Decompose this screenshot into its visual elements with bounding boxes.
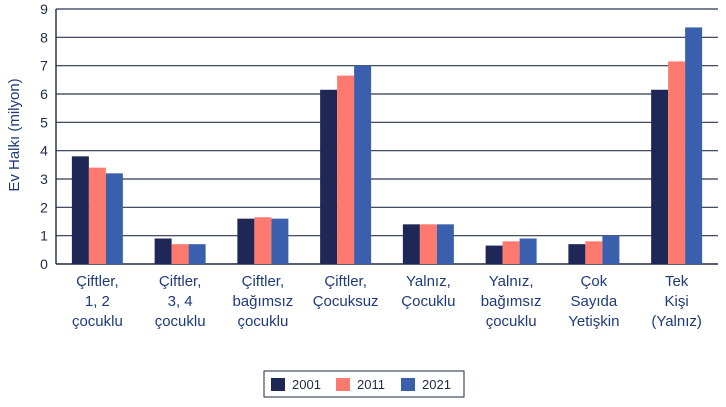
legend-box	[263, 370, 465, 398]
bar-2021-8	[685, 27, 703, 264]
legend-entry: 2021	[422, 377, 451, 392]
x-tick-label-line: 3, 4	[168, 293, 193, 310]
bar-2011-1	[88, 167, 106, 264]
x-tick-label-line: Çok	[581, 273, 608, 290]
legend-swatch	[336, 378, 350, 391]
bar-2011-2	[171, 244, 189, 264]
legend-entry: 2011	[357, 377, 385, 392]
y-tick-label: 5	[40, 114, 48, 130]
y-tick-label: 7	[40, 58, 48, 74]
x-tick-label-line: çocuklu	[237, 313, 288, 330]
legend-swatch	[271, 378, 285, 391]
x-tick-label: Çok Sayıda Yetişkin	[568, 273, 619, 330]
x-tick-label-line: Çocuksuz	[313, 293, 379, 310]
x-tick-label-line: Yalnız,	[406, 273, 451, 290]
y-tick-label: 1	[40, 228, 48, 244]
legend-entry: 2001	[292, 377, 321, 392]
legend-swatch	[401, 378, 415, 391]
bar-2001-4	[320, 89, 338, 264]
bar-2021-7	[602, 235, 620, 264]
bar-2001-5	[402, 224, 420, 264]
x-tick-label-line: Sayıda	[571, 293, 618, 310]
x-tick-label: Çiftler, Çocuksuz	[313, 273, 379, 310]
bar-2001-8	[651, 89, 669, 264]
x-tick-label: Yalnız, Çocuklu	[401, 273, 455, 310]
y-tick-label: 3	[40, 171, 48, 187]
y-tick-label: 2	[40, 199, 48, 215]
x-tick-label-line: bağımsız	[232, 293, 293, 310]
x-tick-label: Yalnız, bağımsız çocuklu	[481, 273, 542, 330]
x-tick-label-line: Çiftler,	[159, 273, 202, 290]
bar-2011-6	[502, 241, 520, 264]
x-tick-label-line: çocuklu	[486, 313, 537, 330]
y-axis-label: Ev Halkı (milyon)	[6, 78, 23, 191]
x-tick-label-line: çocuklu	[155, 313, 206, 330]
x-tick-label-line: Çiftler,	[324, 273, 367, 290]
y-tick-label: 4	[40, 143, 48, 159]
bar-2021-5	[436, 224, 454, 264]
x-tick-label-line: Çiftler,	[242, 273, 285, 290]
x-tick-label-line: Çiftler,	[76, 273, 119, 290]
bar-2021-2	[188, 244, 206, 264]
gridlines	[55, 8, 718, 265]
bar-2021-3	[271, 218, 289, 264]
x-tick-label-line: Çocuklu	[401, 293, 455, 310]
bar-2001-6	[485, 245, 503, 264]
x-tick-label: Çiftler, 1, 2 çocuklu	[72, 273, 123, 330]
bar-2001-7	[568, 244, 586, 264]
x-tick-label: Tek Kişi (Yalnız)	[651, 273, 702, 330]
y-tick-label: 6	[40, 86, 48, 102]
x-tick-label-line: Tek	[665, 273, 689, 290]
bar-2011-3	[254, 217, 272, 264]
x-tick-label-line: çocuklu	[72, 313, 123, 330]
bar-2021-6	[519, 238, 537, 264]
y-tick-label: 0	[40, 256, 48, 272]
bar-2021-4	[354, 65, 372, 265]
x-tick-label-line: (Yalnız)	[651, 313, 702, 330]
bars	[71, 27, 703, 265]
bar-2011-8	[668, 61, 686, 264]
bar-2001-3	[237, 218, 255, 264]
bar-2011-5	[419, 224, 437, 264]
x-tick-label-line: Yalnız,	[489, 273, 534, 290]
y-tick-label: 9	[40, 1, 48, 17]
y-axis-ticks: 0 1 2 3 4 5 6 7 8 9	[40, 1, 48, 272]
y-tick-label: 8	[40, 29, 48, 45]
bar-2001-2	[154, 238, 172, 264]
bar-2001-1	[71, 156, 89, 264]
bar-2011-7	[585, 241, 603, 264]
x-tick-label-line: Yetişkin	[568, 313, 619, 330]
bar-2021-1	[105, 173, 123, 264]
legend: 2001 2011 2021	[263, 370, 465, 398]
x-tick-label: Çiftler, bağımsız çocuklu	[232, 273, 293, 330]
x-tick-label: Çiftler, 3, 4 çocuklu	[155, 273, 206, 330]
bar-2011-4	[337, 75, 355, 264]
x-tick-label-line: bağımsız	[481, 293, 542, 310]
x-tick-label-line: Kişi	[665, 293, 689, 310]
x-tick-label-line: 1, 2	[85, 293, 110, 310]
